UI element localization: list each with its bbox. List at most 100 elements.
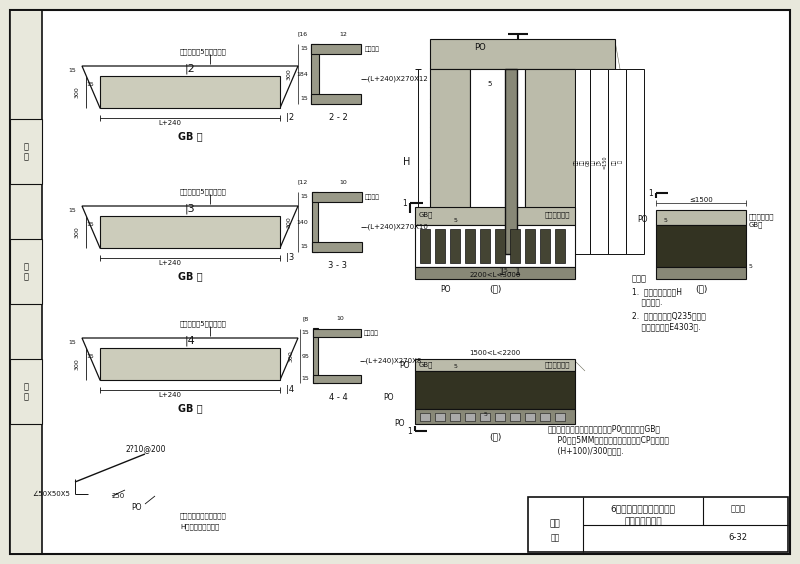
Text: 实际尺寸.: 实际尺寸. xyxy=(632,298,662,307)
Text: 300: 300 xyxy=(75,86,80,98)
Text: 说明：: 说明： xyxy=(632,275,647,284)
Text: 300: 300 xyxy=(75,226,80,238)
Bar xyxy=(525,413,535,421)
Text: 15: 15 xyxy=(300,245,308,249)
Text: 15: 15 xyxy=(68,68,76,73)
Bar xyxy=(430,69,470,254)
Bar xyxy=(450,229,460,263)
Bar xyxy=(505,69,517,254)
Text: 300: 300 xyxy=(75,358,80,370)
Bar xyxy=(420,229,430,263)
Text: 校
对: 校 对 xyxy=(23,262,29,281)
Bar xyxy=(525,229,535,263)
Polygon shape xyxy=(82,206,298,248)
Bar xyxy=(480,413,490,421)
Bar xyxy=(415,225,575,267)
Text: H各二根，孔各一根: H各二根，孔各一根 xyxy=(180,524,219,530)
Text: 焊条尺寸采用E4303型.: 焊条尺寸采用E4303型. xyxy=(632,323,701,332)
Text: 2?10@200: 2?10@200 xyxy=(125,444,166,453)
Text: |3: |3 xyxy=(286,253,294,262)
Text: L+240: L+240 xyxy=(158,120,182,126)
Text: 95: 95 xyxy=(301,354,309,359)
Text: 1 - 1: 1 - 1 xyxy=(499,267,521,277)
Bar xyxy=(415,359,575,371)
Text: 2.  封堵型钢采用Q235号钢，: 2. 封堵型钢采用Q235号钢， xyxy=(632,311,706,320)
Text: PO: PO xyxy=(440,284,450,293)
Text: 1: 1 xyxy=(402,199,407,208)
Text: |2: |2 xyxy=(286,113,294,122)
Bar xyxy=(100,348,280,380)
Text: 15: 15 xyxy=(86,82,94,86)
Text: 四角相同: 四角相同 xyxy=(364,330,379,336)
Text: 5: 5 xyxy=(749,265,753,270)
Bar xyxy=(540,413,550,421)
Text: 两端焊接厚5的钢板封口: 两端焊接厚5的钢板封口 xyxy=(180,189,227,195)
Bar xyxy=(415,409,575,424)
Text: 15: 15 xyxy=(300,46,308,51)
Text: PO: PO xyxy=(394,420,405,429)
Text: 6级人防工程平时出入口及: 6级人防工程平时出入口及 xyxy=(610,505,675,513)
Text: 1.  适用时应注明，H: 1. 适用时应注明，H xyxy=(632,288,682,297)
Bar xyxy=(420,413,430,421)
Text: 1: 1 xyxy=(407,426,412,435)
Bar xyxy=(465,413,475,421)
Bar xyxy=(540,229,550,263)
Text: 装门框墙设计: 装门框墙设计 xyxy=(749,214,774,221)
Bar xyxy=(435,413,445,421)
Bar xyxy=(470,69,525,254)
Text: ∠50X50X5: ∠50X50X5 xyxy=(32,491,70,497)
Bar xyxy=(656,225,746,267)
Text: 封堵
厚5
=150: 封堵 厚5 =150 xyxy=(590,155,607,169)
Text: 装门框墙设计: 装门框墙设计 xyxy=(545,362,570,368)
Bar xyxy=(312,192,362,202)
Bar xyxy=(10,10,42,554)
Bar xyxy=(100,216,280,248)
Text: 图名: 图名 xyxy=(550,519,560,528)
Text: |4: |4 xyxy=(185,336,195,346)
Bar xyxy=(311,94,361,104)
Text: 15: 15 xyxy=(86,222,94,227)
Bar xyxy=(465,229,475,263)
Text: ≤1500: ≤1500 xyxy=(689,197,713,203)
Text: 3 - 3: 3 - 3 xyxy=(329,262,347,271)
Text: 图集号: 图集号 xyxy=(730,505,746,513)
Text: 300: 300 xyxy=(289,350,294,362)
Text: 5: 5 xyxy=(483,412,487,416)
Text: 1500<L<2200: 1500<L<2200 xyxy=(470,350,521,356)
Text: 应在主体施拔时型入长度: 应在主体施拔时型入长度 xyxy=(180,513,226,519)
Text: 15: 15 xyxy=(300,96,308,102)
Bar xyxy=(656,267,746,279)
Bar xyxy=(480,229,490,263)
Text: (H+100)/300整数值.: (H+100)/300整数值. xyxy=(548,447,624,456)
Text: (丙): (丙) xyxy=(695,284,707,293)
Text: -(L+240)X270X12: -(L+240)X270X12 xyxy=(366,76,429,82)
Bar xyxy=(313,375,361,383)
Bar xyxy=(100,76,280,108)
Text: [8: [8 xyxy=(302,316,309,321)
Bar xyxy=(510,413,520,421)
Bar xyxy=(608,69,626,254)
Text: GB 丙: GB 丙 xyxy=(178,403,202,413)
Text: 图
名: 图 名 xyxy=(23,142,29,162)
Text: (乙): (乙) xyxy=(489,433,501,442)
Bar xyxy=(10,359,42,424)
Text: P0板以5MM整角钢固定；封堵钢板CP整备宽为: P0板以5MM整角钢固定；封堵钢板CP整备宽为 xyxy=(548,435,669,444)
Text: 5: 5 xyxy=(503,268,507,274)
Text: 15: 15 xyxy=(302,377,309,381)
Bar xyxy=(415,207,575,225)
Text: [12: [12 xyxy=(298,179,308,184)
Text: L+240: L+240 xyxy=(158,260,182,266)
Text: GB丙: GB丙 xyxy=(749,222,763,228)
Bar xyxy=(313,329,361,337)
Bar xyxy=(10,239,42,304)
Text: 设
计: 设 计 xyxy=(23,382,29,402)
Text: GB 甲: GB 甲 xyxy=(178,131,202,141)
Bar xyxy=(10,119,42,184)
Bar xyxy=(510,229,520,263)
Text: 2 - 2: 2 - 2 xyxy=(329,113,347,122)
Bar xyxy=(495,229,505,263)
Bar xyxy=(311,44,319,104)
Text: -(L+240)X270X10: -(L+240)X270X10 xyxy=(366,224,429,230)
Bar xyxy=(590,69,608,254)
Text: 6-32: 6-32 xyxy=(729,534,747,543)
